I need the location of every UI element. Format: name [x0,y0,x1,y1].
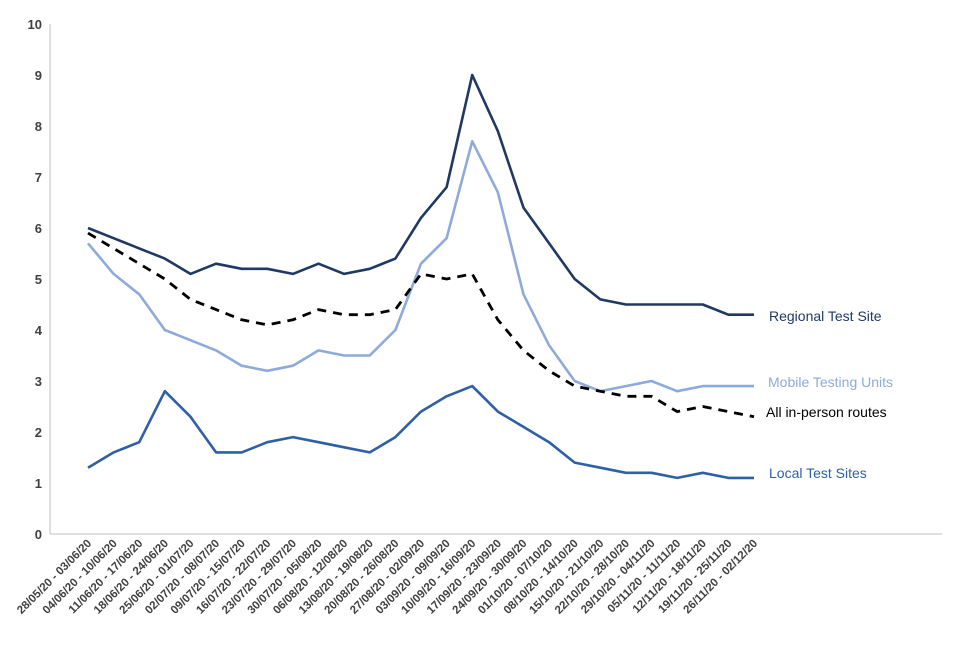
series-labels: Regional Test Site Mobile Testing Units Al… [766,308,893,481]
y-tick-label: 5 [35,272,42,287]
series-line-all-in-person-routes [88,233,754,417]
series-label: Mobile Testing Units [768,374,893,390]
series-line-mobile-testing-units [88,141,754,391]
y-tick-label: 9 [35,68,42,83]
y-tick-label: 0 [35,527,42,542]
y-tick-label: 6 [35,221,42,236]
series-label: Local Test Sites [769,465,867,481]
y-tick-label: 8 [35,119,42,134]
series-lines [88,75,754,478]
y-tick-label: 1 [35,476,42,491]
y-tick-label: 7 [35,170,42,185]
series-line-regional-test-site [88,75,754,315]
y-tick-label: 3 [35,374,42,389]
series-line-local-test-sites [88,386,754,478]
y-tick-label: 2 [35,425,42,440]
series-label: All in-person routes [766,404,887,420]
y-tick-label: 10 [28,17,42,32]
series-label: Regional Test Site [769,308,882,324]
y-tick-label: 4 [35,323,43,338]
